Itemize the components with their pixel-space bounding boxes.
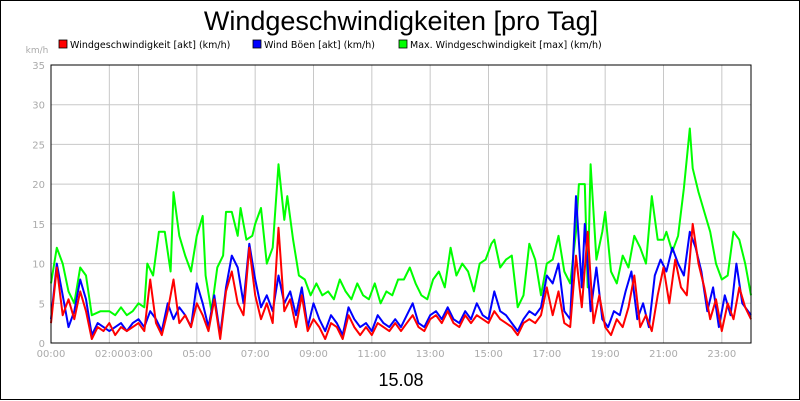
grid (51, 65, 751, 343)
y-axis-unit: km/h (26, 46, 49, 56)
y-tick-label: 35 (32, 61, 45, 72)
x-tick-label: 15:00 (474, 349, 503, 360)
legend-label: Windgeschwindigkeit [akt] (km/h) (70, 40, 230, 51)
x-tick-label: 11:00 (357, 349, 386, 360)
y-tick-label: 30 (32, 101, 45, 112)
y-tick-label: 10 (32, 260, 45, 271)
y-tick-label: 15 (32, 220, 45, 231)
legend-label: Wind Böen [akt] (km/h) (264, 40, 375, 51)
y-tick-label: 20 (32, 180, 45, 191)
y-tick-labels: 0 5 10 15 20 25 30 35 (32, 61, 45, 350)
series-line-2 (50, 222, 752, 340)
x-tick-labels: 00:00 02:00 03:00 05:00 07:00 09:00 11:00 13:00… (37, 349, 737, 360)
legend-swatch (252, 39, 262, 49)
x-tick-label: 13:00 (416, 349, 445, 360)
x-tick-label: 21:00 (649, 349, 678, 360)
legend-swatch (58, 39, 68, 49)
x-tick-label: 02:00 (95, 349, 124, 360)
y-tick-label: 0 (39, 339, 45, 350)
x-tick-label: 09:00 (299, 349, 328, 360)
chart-title: Windgeschwindigkeiten [pro Tag] (204, 6, 598, 36)
legend-swatch (398, 39, 408, 49)
x-tick-label: 07:00 (241, 349, 270, 360)
x-tick-label: 05:00 (182, 349, 211, 360)
x-tick-label: 03:00 (124, 349, 153, 360)
plot-border (50, 64, 752, 344)
x-tick-label: 23:00 (707, 349, 736, 360)
series-line-0 (50, 127, 752, 317)
y-tick-label: 5 (39, 299, 45, 310)
x-tick-label: 19:00 (591, 349, 620, 360)
series-layer (50, 127, 752, 340)
x-tick-label: 17:00 (532, 349, 561, 360)
legend: Windgeschwindigkeit [akt] (km/h) Wind Böe… (58, 39, 602, 51)
x-tick-label: 00:00 (37, 349, 66, 360)
date-label: 15.08 (378, 370, 423, 390)
y-tick-label: 25 (32, 140, 45, 151)
legend-label: Max. Windgeschwindigkeit [max] (km/h) (410, 40, 602, 51)
